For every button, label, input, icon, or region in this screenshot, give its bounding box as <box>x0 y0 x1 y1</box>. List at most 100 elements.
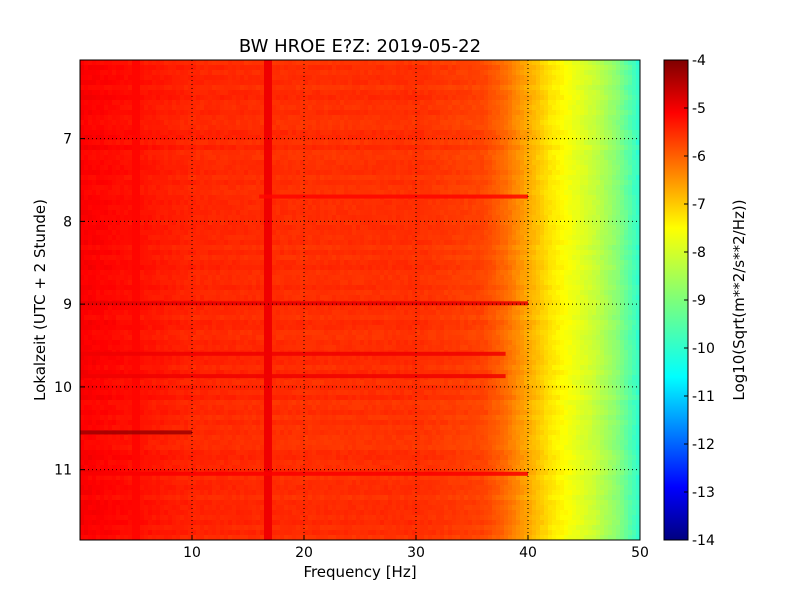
heatmap-cell <box>300 85 305 91</box>
heatmap-cell <box>356 165 361 171</box>
heatmap-cell <box>96 70 101 76</box>
heatmap-cell <box>400 225 405 231</box>
heatmap-cell <box>512 220 517 226</box>
heatmap-cell <box>540 140 545 146</box>
heatmap-cell <box>492 115 497 121</box>
heatmap-cell <box>412 75 417 81</box>
heatmap-cell <box>220 230 225 236</box>
heatmap-cell <box>548 225 553 231</box>
heatmap-cell <box>384 110 389 116</box>
heatmap-cell <box>92 125 97 131</box>
heatmap-cell <box>136 160 141 166</box>
heatmap-cell <box>404 220 409 226</box>
heatmap-cell <box>412 150 417 156</box>
heatmap-cell <box>88 95 93 101</box>
heatmap-cell <box>320 115 325 121</box>
heatmap-cell <box>468 130 473 136</box>
heatmap-cell <box>156 65 161 71</box>
heatmap-cell <box>348 205 353 211</box>
heatmap-cell <box>628 95 633 101</box>
heatmap-cell <box>116 175 121 181</box>
heatmap-cell <box>348 225 353 231</box>
heatmap-cell <box>600 150 605 156</box>
heatmap-cell <box>148 170 153 176</box>
heatmap-cell <box>516 185 521 191</box>
heatmap-cell <box>484 175 489 181</box>
heatmap-cell <box>284 105 289 111</box>
heatmap-cell <box>196 150 201 156</box>
heatmap-cell <box>476 135 481 141</box>
heatmap-cell <box>192 200 197 206</box>
heatmap-cell <box>344 200 349 206</box>
heatmap-cell <box>544 230 549 236</box>
heatmap-cell <box>148 80 153 86</box>
heatmap-cell <box>380 185 385 191</box>
heatmap-cell <box>112 185 117 191</box>
heatmap-cell <box>584 115 589 121</box>
heatmap-cell <box>80 175 85 181</box>
heatmap-cell <box>132 220 137 226</box>
heatmap-cell <box>304 80 309 86</box>
heatmap-cell <box>376 110 381 116</box>
heatmap-cell <box>144 195 149 201</box>
heatmap-cell <box>324 120 329 126</box>
heatmap-cell <box>324 210 329 216</box>
heatmap-cell <box>188 95 193 101</box>
heatmap-cell <box>264 170 269 176</box>
heatmap-cell <box>124 165 129 171</box>
heatmap-cell <box>464 95 469 101</box>
heatmap-cell <box>568 60 573 66</box>
heatmap-cell <box>456 235 461 241</box>
heatmap-cell <box>588 90 593 96</box>
heatmap-cell <box>488 180 493 186</box>
heatmap-cell <box>448 210 453 216</box>
heatmap-cell <box>104 105 109 111</box>
heatmap-cell <box>336 120 341 126</box>
heatmap-cell <box>104 90 109 96</box>
heatmap-cell <box>348 220 353 226</box>
heatmap-cell <box>604 130 609 136</box>
heatmap-cell <box>600 205 605 211</box>
heatmap-cell <box>328 215 333 221</box>
heatmap-cell <box>164 110 169 116</box>
heatmap-cell <box>244 210 249 216</box>
heatmap-cell <box>204 175 209 181</box>
heatmap-cell <box>308 150 313 156</box>
heatmap-cell <box>88 65 93 71</box>
heatmap-cell <box>252 225 257 231</box>
heatmap-cell <box>556 100 561 106</box>
heatmap-cell <box>180 205 185 211</box>
heatmap-cell <box>556 65 561 71</box>
heatmap-cell <box>284 225 289 231</box>
heatmap-cell <box>148 210 153 216</box>
heatmap-cell <box>552 170 557 176</box>
heatmap-cell <box>360 145 365 151</box>
heatmap-cell <box>552 65 557 71</box>
heatmap-cell <box>104 80 109 86</box>
heatmap-cell <box>332 125 337 131</box>
heatmap-cell <box>164 125 169 131</box>
heatmap-cell <box>148 220 153 226</box>
heatmap-cell <box>524 60 529 66</box>
heatmap-cell <box>360 170 365 176</box>
heatmap-cell <box>428 75 433 81</box>
heatmap-cell <box>188 225 193 231</box>
heatmap-cell <box>200 105 205 111</box>
heatmap-cell <box>428 110 433 116</box>
heatmap-cell <box>532 85 537 91</box>
heatmap-cell <box>340 85 345 91</box>
heatmap-cell <box>220 150 225 156</box>
heatmap-cell <box>520 230 525 236</box>
heatmap-cell <box>416 155 421 161</box>
heatmap-cell <box>180 140 185 146</box>
heatmap-cell <box>264 225 269 231</box>
heatmap-cell <box>260 150 265 156</box>
heatmap-cell <box>220 125 225 131</box>
heatmap-cell <box>624 185 629 191</box>
heatmap-cell <box>592 170 597 176</box>
heatmap-cell <box>120 80 125 86</box>
heatmap-cell <box>460 190 465 196</box>
heatmap-cell <box>512 150 517 156</box>
heatmap-cell <box>204 160 209 166</box>
heatmap-cell <box>220 220 225 226</box>
